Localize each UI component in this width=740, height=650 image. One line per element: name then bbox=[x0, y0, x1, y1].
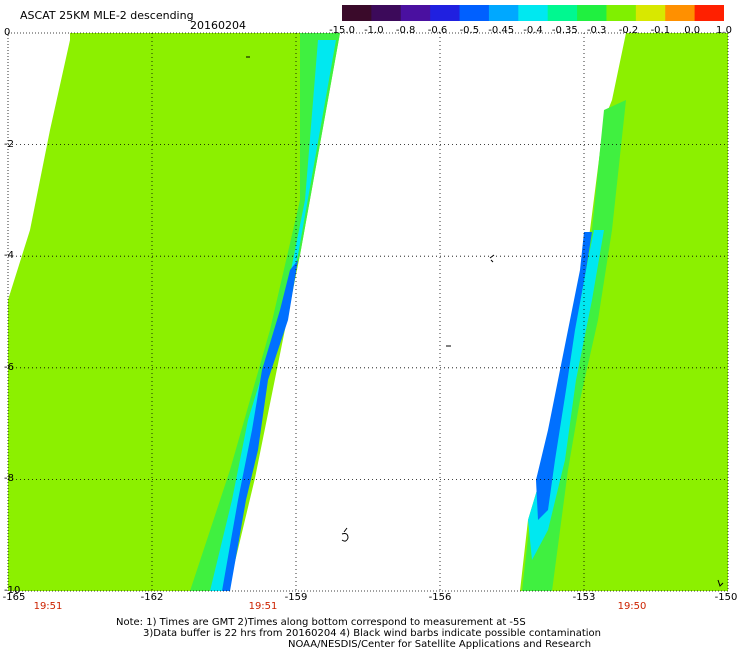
colorbar bbox=[342, 5, 724, 21]
latitude-label: -2 bbox=[4, 138, 14, 150]
longitude-label: -153 bbox=[572, 592, 596, 603]
longitude-label: -162 bbox=[140, 592, 164, 603]
colorbar-label: -0.3 bbox=[586, 25, 607, 36]
colorbar-swatch bbox=[488, 5, 519, 21]
colorbar-swatch bbox=[459, 5, 490, 21]
note-line-2: 3)Data buffer is 22 hrs from 20160204 4)… bbox=[143, 628, 601, 639]
colorbar-label: 1.0 bbox=[716, 25, 732, 36]
latitude-label: -10 bbox=[4, 585, 21, 596]
colorbar-swatch bbox=[371, 5, 402, 21]
longitude-label: -150 bbox=[714, 592, 738, 603]
longitude-label: -159 bbox=[284, 592, 308, 603]
colorbar-label: -1.0 bbox=[364, 25, 384, 36]
colorbar-label: -0.5 bbox=[459, 25, 480, 36]
colorbar-swatch bbox=[547, 5, 578, 21]
note-line-3: NOAA/NESDIS/Center for Satellite Applica… bbox=[288, 639, 592, 650]
left-swath bbox=[8, 33, 340, 591]
colorbar-swatch bbox=[430, 5, 461, 21]
left-swath-green-band bbox=[190, 33, 340, 591]
graticule bbox=[8, 33, 728, 591]
colorbar-swatch bbox=[694, 5, 724, 21]
time-label: 19:51 bbox=[33, 601, 63, 612]
colorbar-swatch bbox=[518, 5, 549, 21]
colorbar-swatch bbox=[342, 5, 372, 21]
latitude-label: 0 bbox=[4, 27, 11, 38]
longitude-label: -165 bbox=[2, 592, 26, 603]
colorbar-label: -0.6 bbox=[427, 25, 448, 36]
time-label: 19:51 bbox=[248, 601, 278, 612]
map-date: 20160204 bbox=[190, 19, 246, 32]
colorbar-swatch bbox=[577, 5, 607, 21]
colorbar-label: -15.0 bbox=[329, 25, 355, 36]
time-label: 19:50 bbox=[617, 601, 647, 612]
latitude-label: -6 bbox=[4, 361, 14, 373]
left-swath-blue-edge bbox=[222, 260, 298, 591]
note-line-1: Note: 1) Times are GMT 2)Times along bot… bbox=[116, 617, 526, 628]
colorbar-label: -0.1 bbox=[650, 25, 671, 36]
colorbar-swatch bbox=[635, 5, 666, 21]
colorbar-label: -0.4 bbox=[523, 25, 543, 36]
colorbar-label: -0.8 bbox=[395, 25, 416, 36]
right-swath-blue-edge bbox=[536, 232, 592, 520]
colorbar-label: 0.0 bbox=[684, 25, 701, 36]
colorbar-swatch bbox=[606, 5, 637, 21]
latitude-label: -4 bbox=[4, 250, 14, 262]
colorbar-label: -0.2 bbox=[618, 25, 639, 36]
colorbar-label: -0.45 bbox=[488, 25, 515, 36]
map-title: ASCAT 25KM MLE-2 descending bbox=[20, 9, 194, 22]
wind-barb-markers bbox=[246, 56, 724, 587]
colorbar-swatch bbox=[400, 5, 431, 21]
colorbar-swatch bbox=[665, 5, 696, 21]
left-swath-cyan-edge bbox=[210, 40, 336, 591]
colorbar-label: -0.35 bbox=[551, 25, 578, 36]
latitude-label: -8 bbox=[4, 473, 14, 485]
map-frame bbox=[7, 32, 729, 592]
right-swath bbox=[520, 33, 728, 591]
longitude-label: -156 bbox=[428, 592, 452, 603]
